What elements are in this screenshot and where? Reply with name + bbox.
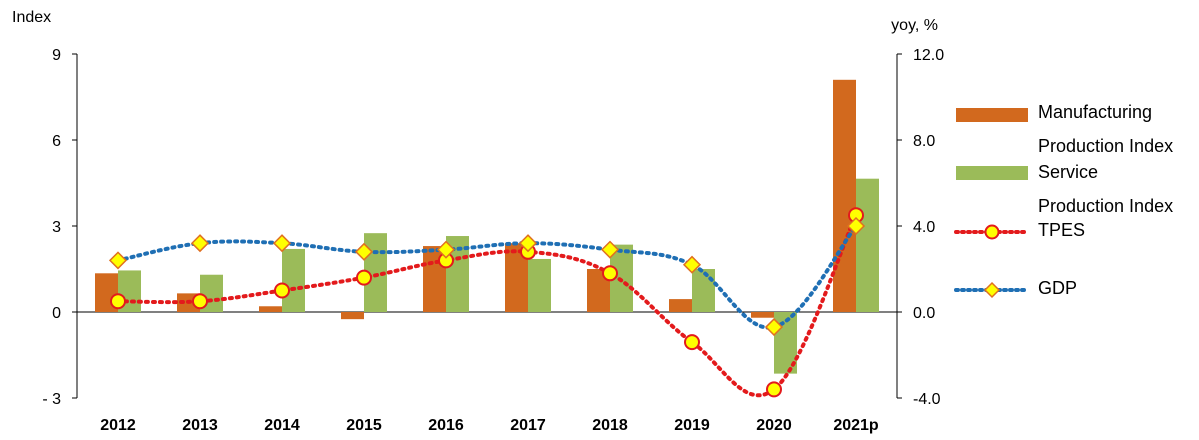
legend-label-service-line1: Service — [1038, 162, 1099, 182]
right-axis-title: yoy, % — [891, 17, 938, 34]
left-tick-label: 0 — [52, 305, 61, 322]
legend-swatch-tpes — [954, 224, 1030, 240]
right-tick-label: 8.0 — [913, 133, 935, 150]
point-marker — [110, 293, 126, 310]
point-marker — [356, 269, 372, 286]
legend-label-manufacturing-line1: Manufacturing — [1038, 102, 1153, 122]
right-tick-label: -4.0 — [913, 391, 941, 408]
legend-swatch-service — [956, 166, 1028, 180]
legend-swatch-manufacturing — [956, 108, 1028, 122]
bar — [587, 269, 610, 312]
point-marker — [766, 381, 782, 398]
legend-label-service-line2: Production Index — [1038, 196, 1174, 216]
point-marker — [354, 242, 374, 261]
bar — [669, 299, 692, 312]
left-tick-label: 6 — [52, 133, 61, 150]
x-tick-label: 2021p — [833, 417, 879, 434]
x-tick-label: 2016 — [428, 417, 464, 434]
bars-layer — [95, 79, 879, 374]
bar — [341, 312, 364, 320]
point-marker — [684, 334, 700, 351]
bar — [528, 258, 551, 312]
point-marker — [600, 240, 620, 259]
right-tick-label: 12.0 — [913, 47, 944, 64]
legend: Manufacturing Production Index Service P… — [950, 96, 1195, 316]
x-tick-label: 2015 — [346, 417, 382, 434]
point-marker — [436, 240, 456, 259]
x-tick-label: 2018 — [592, 417, 628, 434]
legend-swatch-gdp — [954, 281, 1030, 299]
legend-label-tpes: TPES — [1038, 220, 1086, 240]
bar — [282, 248, 305, 312]
left-tick-label: 9 — [52, 47, 61, 64]
left-tick-label: - 3 — [42, 391, 61, 408]
bar — [833, 79, 856, 312]
x-tick-label: 2014 — [264, 417, 300, 434]
point-marker — [518, 234, 538, 253]
x-tick-label: 2013 — [182, 417, 218, 434]
point-marker — [272, 234, 292, 253]
x-tick-label: 2017 — [510, 417, 546, 434]
point-marker — [764, 317, 784, 337]
legend-label-gdp: GDP — [1038, 278, 1078, 298]
point-marker — [192, 293, 208, 310]
bar — [856, 178, 879, 312]
right-tick-label: 4.0 — [913, 219, 935, 236]
point-marker — [108, 251, 128, 270]
line-series-gdp — [116, 224, 858, 330]
right-tick-label: 0.0 — [913, 305, 935, 322]
point-marker — [846, 216, 866, 236]
axes-layer: - 3 0 3 6 9 -4.0 0.0 4.0 8.0 12.0 2012 2013 2014 2015… — [42, 47, 944, 434]
x-tick-label: 2012 — [100, 417, 136, 434]
bar — [751, 312, 774, 318]
bar — [505, 243, 528, 312]
bar — [692, 269, 715, 312]
legend-label-manufacturing-line2: Production Index — [1038, 136, 1174, 156]
bar — [259, 306, 282, 312]
x-tick-label: 2019 — [674, 417, 710, 434]
x-tick-label: 2020 — [756, 417, 792, 434]
point-marker — [682, 255, 702, 274]
line-series-tpes — [116, 213, 858, 398]
point-marker — [602, 265, 618, 282]
lines-layer — [108, 207, 866, 398]
point-marker — [274, 282, 290, 299]
point-marker — [190, 234, 210, 253]
left-axis-title: Index — [12, 9, 51, 26]
left-tick-label: 3 — [52, 219, 61, 236]
